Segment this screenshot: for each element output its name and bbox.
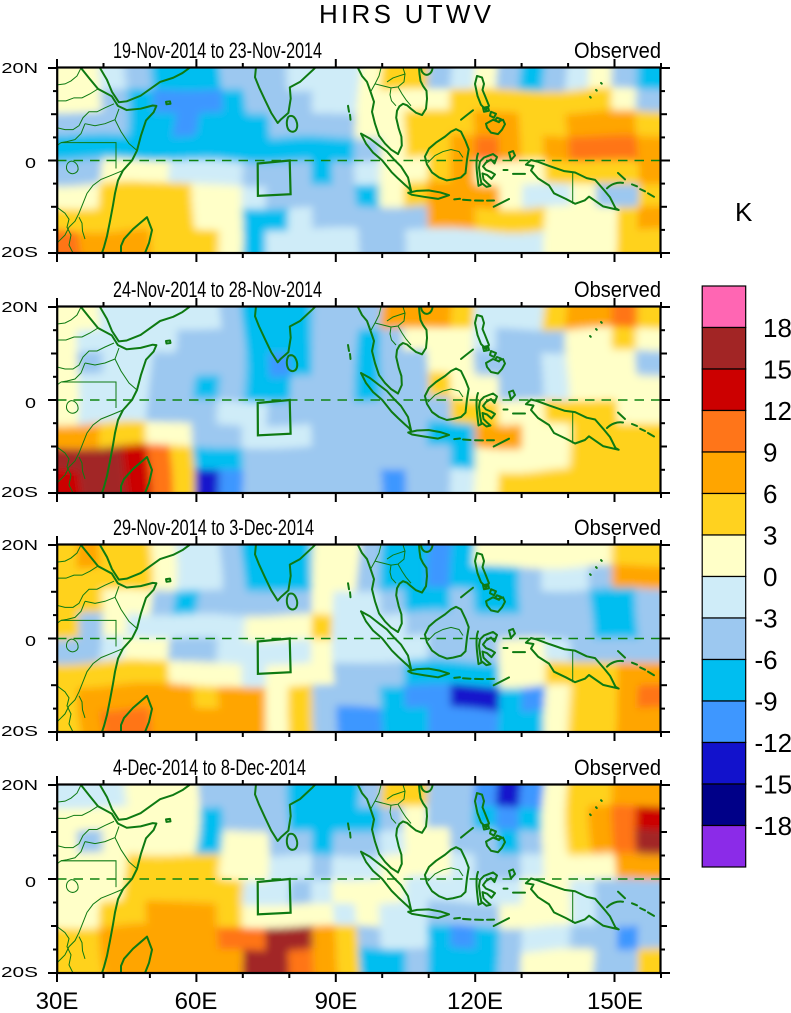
svg-text:Observed: Observed bbox=[574, 38, 661, 63]
svg-text:-15: -15 bbox=[755, 770, 791, 800]
svg-text:Observed: Observed bbox=[574, 277, 661, 302]
svg-text:120E: 120E bbox=[447, 988, 503, 1013]
svg-text:150E: 150E bbox=[587, 988, 643, 1013]
svg-text:-6: -6 bbox=[755, 645, 778, 675]
svg-text:30E: 30E bbox=[36, 988, 79, 1013]
svg-text:20N: 20N bbox=[1, 777, 38, 794]
svg-text:29-Nov-2014 to 3-Dec-2014: 29-Nov-2014 to 3-Dec-2014 bbox=[113, 515, 314, 540]
svg-text:0: 0 bbox=[25, 874, 36, 891]
svg-text:0: 0 bbox=[763, 562, 777, 592]
svg-text:0: 0 bbox=[25, 633, 36, 650]
svg-text:-18: -18 bbox=[755, 811, 791, 841]
svg-text:20S: 20S bbox=[1, 484, 38, 501]
svg-text:60E: 60E bbox=[175, 988, 218, 1013]
svg-text:4-Dec-2014 to 8-Dec-2014: 4-Dec-2014 to 8-Dec-2014 bbox=[113, 755, 306, 780]
svg-text:3: 3 bbox=[763, 521, 777, 551]
svg-text:-3: -3 bbox=[755, 604, 778, 634]
svg-text:-9: -9 bbox=[755, 687, 778, 717]
svg-text:24-Nov-2014 to 28-Nov-2014: 24-Nov-2014 to 28-Nov-2014 bbox=[113, 277, 322, 302]
svg-text:0: 0 bbox=[25, 395, 36, 412]
svg-text:9: 9 bbox=[763, 438, 777, 468]
svg-text:20N: 20N bbox=[1, 60, 38, 77]
svg-text:20N: 20N bbox=[1, 299, 38, 316]
svg-text:20S: 20S bbox=[1, 244, 38, 261]
svg-text:18: 18 bbox=[763, 313, 791, 343]
svg-text:K: K bbox=[735, 197, 753, 227]
svg-text:6: 6 bbox=[763, 479, 777, 509]
svg-text:0: 0 bbox=[25, 155, 36, 172]
svg-text:19-Nov-2014 to 23-Nov-2014: 19-Nov-2014 to 23-Nov-2014 bbox=[113, 38, 322, 63]
svg-text:Observed: Observed bbox=[574, 515, 661, 540]
svg-text:20S: 20S bbox=[1, 723, 38, 740]
svg-text:20S: 20S bbox=[1, 964, 38, 981]
svg-text:12: 12 bbox=[763, 396, 791, 426]
svg-text:20N: 20N bbox=[1, 537, 38, 554]
svg-text:-12: -12 bbox=[755, 728, 791, 758]
svg-text:90E: 90E bbox=[315, 988, 358, 1013]
svg-text:Observed: Observed bbox=[574, 755, 661, 780]
svg-text:HIRS UTWV: HIRS UTWV bbox=[319, 0, 492, 29]
svg-text:15: 15 bbox=[763, 355, 791, 385]
